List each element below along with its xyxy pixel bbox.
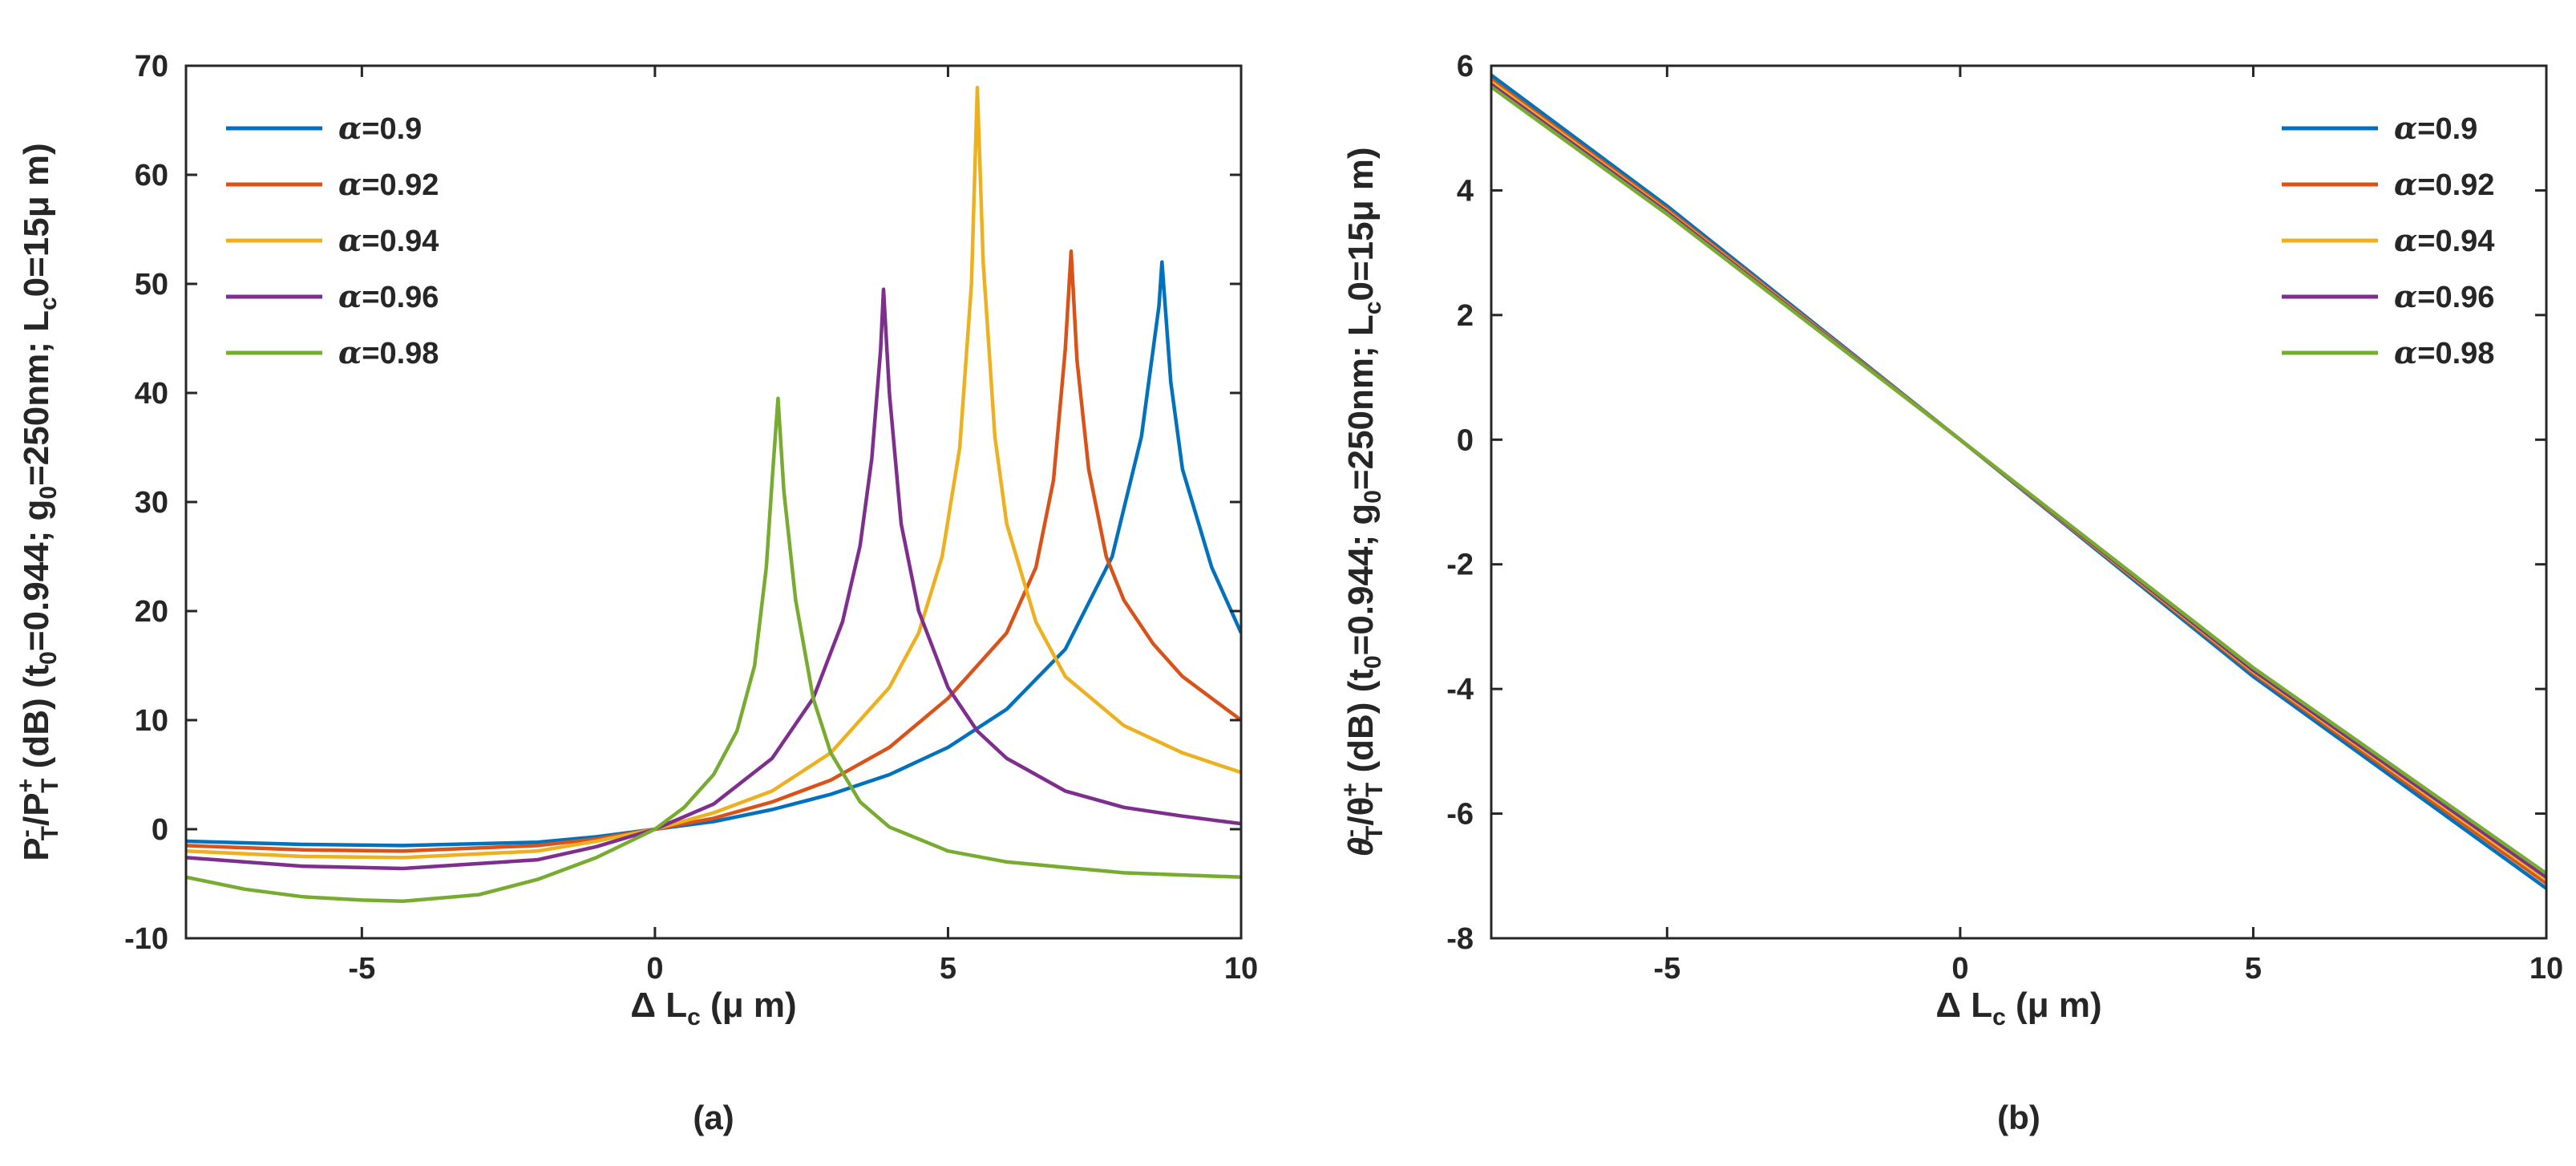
legend-label: α=0.94 <box>338 222 439 258</box>
y-tick-label: -6 <box>1446 798 1474 832</box>
y-tick-label: 2 <box>1457 299 1474 333</box>
legend-b: α=0.9 α=0.92 α=0.94 α=0.96 α=0.98 <box>2282 110 2494 370</box>
ticks-b: -5 0 5 10 -8 -6 -4 -2 0 2 4 6 <box>1446 50 2563 986</box>
legend-a: α=0.9 α=0.92 α=0.94 α=0.96 α=0.98 <box>226 110 439 370</box>
series-line-a-2 <box>186 85 1241 860</box>
y-tick-label: -2 <box>1446 549 1474 582</box>
legend-label: α=0.9 <box>2394 110 2477 146</box>
y-tick-label: 6 <box>1457 50 1474 83</box>
legend-label: α=0.92 <box>338 166 439 202</box>
x-tick-label: 5 <box>940 952 956 986</box>
y-tick-label: -10 <box>124 922 168 956</box>
legend-label: α=0.98 <box>338 334 439 370</box>
y-tick-label: 40 <box>135 377 168 411</box>
plot-area-a <box>186 85 1241 904</box>
y-tick-label: 30 <box>135 486 168 520</box>
x-tick-label: 5 <box>2245 952 2262 986</box>
series-line-a-4 <box>186 396 1241 904</box>
x-axis-label-b: Δ Lc (μ m) <box>1935 986 2101 1030</box>
legend-label: α=0.96 <box>2394 278 2494 314</box>
legend-label: α=0.94 <box>2394 222 2494 258</box>
series-line-b-4 <box>1491 85 2546 876</box>
x-tick-label: 0 <box>646 952 663 986</box>
axes-box-b <box>1490 64 2548 940</box>
ticks-a: -5 0 5 10 -10 0 10 20 30 40 50 60 70 <box>124 50 1258 986</box>
y-tick-label: 0 <box>1457 423 1474 457</box>
x-tick-label: 10 <box>2529 952 2563 986</box>
x-tick-label: -5 <box>1653 952 1680 986</box>
plot-area-b <box>1491 73 2546 890</box>
y-tick-label: 60 <box>135 159 168 192</box>
y-tick-label: 70 <box>135 50 168 83</box>
y-tick-label: -8 <box>1446 922 1474 956</box>
series-line-a-3 <box>186 287 1241 871</box>
y-tick-label: 4 <box>1457 174 1474 208</box>
series-line-a-1 <box>186 249 1241 853</box>
legend-label: α=0.92 <box>2394 166 2494 202</box>
series-line-a-0 <box>186 260 1241 848</box>
y-tick-label: 0 <box>152 813 168 847</box>
x-tick-label: 0 <box>1951 952 1968 986</box>
caption-a: (a) <box>693 1099 734 1136</box>
x-tick-label: -5 <box>348 952 375 986</box>
y-tick-label: 20 <box>135 595 168 629</box>
y-tick-label: 10 <box>135 704 168 738</box>
caption-b: (b) <box>1997 1099 2040 1136</box>
y-axis-label-b: θ-T/θ+T (dB) (t0=0.944; g0=250nm; Lc0=15… <box>1337 148 1388 857</box>
legend-label: α=0.96 <box>338 278 439 314</box>
legend-label: α=0.9 <box>338 110 422 146</box>
x-tick-label: 10 <box>1224 952 1258 986</box>
legend-label: α=0.98 <box>2394 334 2494 370</box>
y-axis-label-a: P-T/P+T (dB) (t0=0.944; g0=250nm; Lc0=15… <box>13 143 63 860</box>
y-tick-label: 50 <box>135 268 168 302</box>
y-tick-label: -4 <box>1446 673 1474 706</box>
x-axis-label-a: Δ Lc (μ m) <box>630 986 796 1030</box>
